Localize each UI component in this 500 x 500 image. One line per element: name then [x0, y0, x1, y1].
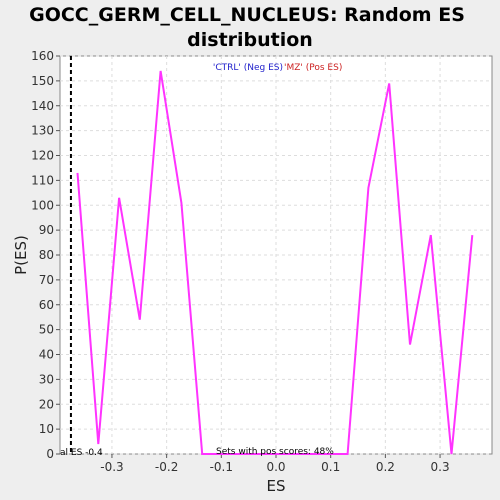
y-tick-label: 40 [39, 348, 54, 362]
x-tick-label: 0.2 [376, 460, 395, 474]
x-tick-label: -0.3 [100, 460, 123, 474]
y-tick-label: 140 [31, 99, 54, 113]
pos-scores-label: Sets with pos scores: 48% [216, 447, 334, 457]
y-tick-label: 130 [31, 124, 54, 138]
y-tick-label: 80 [39, 248, 54, 262]
chart-title-line1: GOCC_GERM_CELL_NUCLEUS: Random ES [29, 4, 465, 26]
legend-neg: 'CTRL' (Neg ES) [213, 63, 283, 73]
y-tick-label: 100 [31, 198, 54, 212]
y-axis: 0 10 20 30 40 50 60 70 80 90 100 110 120 130 140 150 160 [31, 49, 60, 461]
y-tick-label: 70 [39, 273, 54, 287]
x-axis-label: ES [267, 477, 286, 495]
x-tick-label: 0.0 [266, 460, 285, 474]
y-axis-label: P(ES) [12, 235, 30, 275]
chart-title-line2: distribution [187, 29, 313, 51]
y-tick-label: 60 [39, 298, 54, 312]
x-tick-label: 0.3 [431, 460, 450, 474]
x-tick-label: 0.1 [321, 460, 340, 474]
y-tick-label: 120 [31, 149, 54, 163]
legend-pos: 'MZ' (Pos ES) [284, 63, 342, 73]
y-tick-label: 30 [39, 372, 54, 386]
y-tick-label: 90 [39, 223, 54, 237]
y-tick-label: 0 [46, 447, 54, 461]
y-tick-label: 150 [31, 74, 54, 88]
series-line-es-distribution [76, 70, 474, 455]
y-tick-label: 20 [39, 397, 54, 411]
y-tick-label: 160 [31, 49, 54, 63]
actual-es-label: al ES -0.4 [60, 448, 103, 458]
y-tick-label: 50 [39, 323, 54, 337]
grid [60, 55, 492, 455]
x-tick-label: -0.2 [155, 460, 178, 474]
x-axis: -0.3 -0.2 -0.1 0.0 0.1 0.2 0.3 [100, 454, 450, 474]
y-tick-label: 110 [31, 173, 54, 187]
y-tick-label: 10 [39, 422, 54, 436]
x-tick-label: -0.1 [210, 460, 233, 474]
